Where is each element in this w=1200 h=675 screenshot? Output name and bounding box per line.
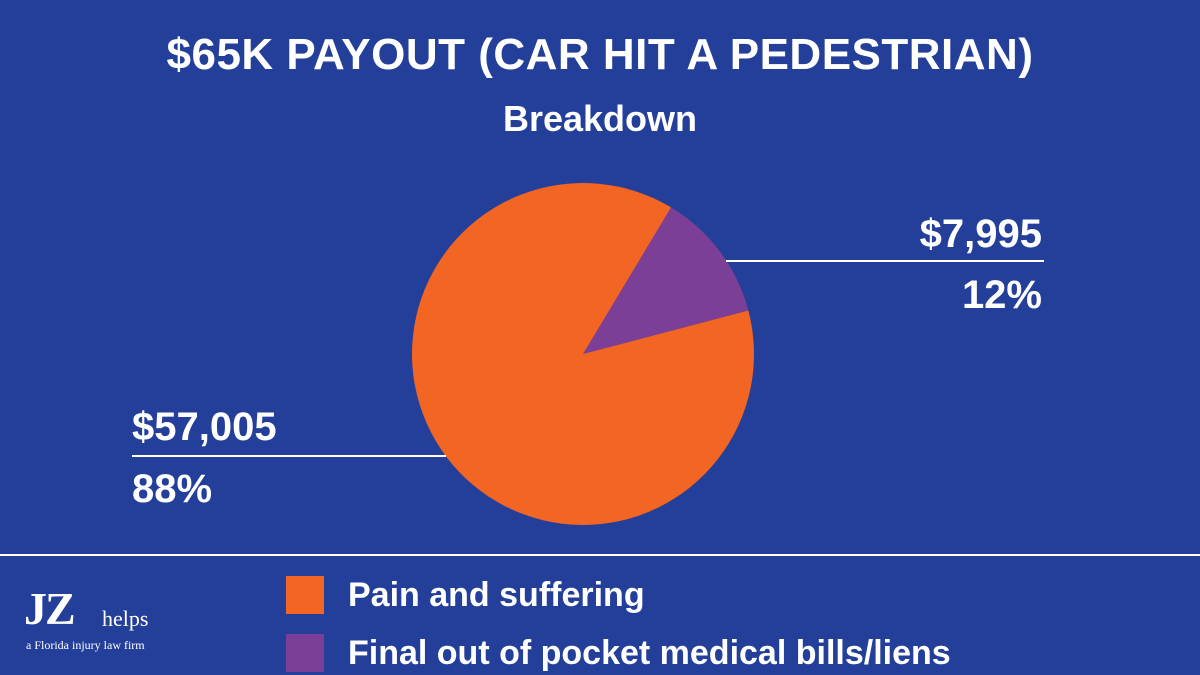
pie-slice-medical <box>583 207 749 354</box>
slice-value-label-pain: $57,005 <box>132 405 277 449</box>
pie-slices <box>412 182 754 525</box>
logo-word: helps <box>102 606 149 631</box>
logo-mark: JZ <box>24 583 76 634</box>
firm-logo: JZ helps a Florida injury law firm <box>24 586 184 666</box>
slice-value-label-medical: $7,995 <box>919 212 1042 256</box>
divider-line <box>0 554 1200 556</box>
pie-slice-pain <box>412 182 754 525</box>
legend-swatch-pain <box>286 576 324 614</box>
chart-title: $65K PAYOUT (CAR HIT A PEDESTRIAN) <box>166 30 1034 79</box>
logo-tagline: a Florida injury law firm <box>26 638 145 652</box>
legend-label-pain: Pain and suffering <box>348 575 645 614</box>
chart-legend: Pain and suffering Final out of pocket m… <box>286 570 951 675</box>
legend-item-pain: Pain and suffering <box>286 570 951 620</box>
chart-subtitle: Breakdown <box>502 98 698 139</box>
slice-percent-label-pain: 88% <box>132 467 213 511</box>
legend-swatch-medical <box>286 634 324 672</box>
legend-label-medical: Final out of pocket medical bills/liens <box>348 633 951 672</box>
legend-item-medical: Final out of pocket medical bills/liens <box>286 628 951 675</box>
slice-percent-label-medical: 12% <box>961 273 1042 317</box>
